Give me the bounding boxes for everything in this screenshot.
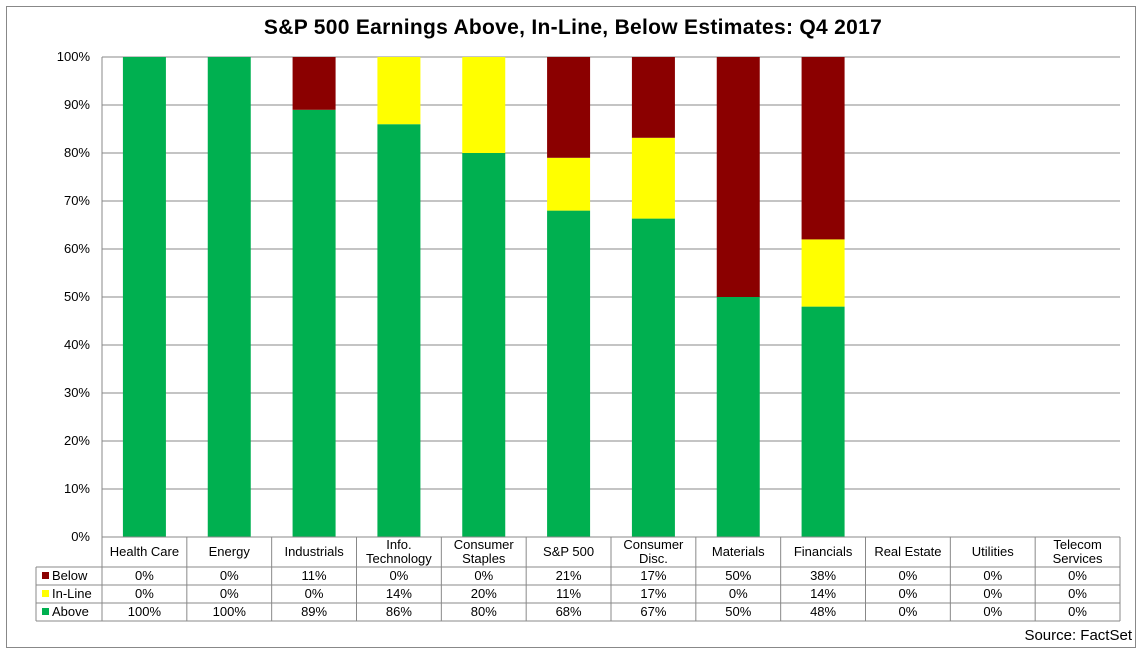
category-label: Financials bbox=[794, 544, 853, 559]
y-tick-label: 60% bbox=[64, 241, 90, 256]
bar-above-financials bbox=[801, 306, 845, 537]
bar-below-financials bbox=[801, 57, 845, 240]
data-label: 0% bbox=[899, 604, 918, 619]
data-label: 50% bbox=[725, 568, 751, 583]
bar-above-health-care bbox=[122, 57, 166, 537]
legend-key-above bbox=[42, 608, 49, 615]
data-label: 0% bbox=[220, 568, 239, 583]
data-label: 89% bbox=[301, 604, 327, 619]
category-label: Services bbox=[1053, 551, 1103, 566]
legend-key-below bbox=[42, 572, 49, 579]
category-label: Telecom bbox=[1053, 537, 1101, 552]
data-label: 38% bbox=[810, 568, 836, 583]
data-label: 0% bbox=[305, 586, 324, 601]
legend-label-above: Above bbox=[52, 604, 89, 619]
data-label: 68% bbox=[556, 604, 582, 619]
data-label: 0% bbox=[474, 568, 493, 583]
data-label: 0% bbox=[220, 586, 239, 601]
y-tick-label: 20% bbox=[64, 433, 90, 448]
bar-in-line-s-p-500 bbox=[547, 157, 591, 211]
y-tick-label: 90% bbox=[64, 97, 90, 112]
category-label: Utilities bbox=[972, 544, 1014, 559]
bar-in-line-consumer-staples bbox=[462, 57, 506, 153]
bar-above-info-technology bbox=[377, 124, 421, 537]
category-label: Real Estate bbox=[874, 544, 941, 559]
bar-below-s-p-500 bbox=[547, 57, 591, 158]
category-label: Info. bbox=[386, 537, 411, 552]
data-label: 0% bbox=[390, 568, 409, 583]
data-label: 67% bbox=[640, 604, 666, 619]
data-label: 50% bbox=[725, 604, 751, 619]
data-label: 0% bbox=[729, 586, 748, 601]
data-label: 100% bbox=[213, 604, 247, 619]
category-label: Disc. bbox=[639, 551, 668, 566]
category-label: Technology bbox=[366, 551, 432, 566]
y-tick-label: 30% bbox=[64, 385, 90, 400]
bar-above-industrials bbox=[292, 109, 336, 538]
category-label: Staples bbox=[462, 551, 506, 566]
data-label: 0% bbox=[135, 568, 154, 583]
source-note: Source: FactSet bbox=[1024, 627, 1132, 644]
legend-label-below: Below bbox=[52, 568, 88, 583]
bar-in-line-consumer-disc bbox=[631, 137, 675, 219]
data-label: 48% bbox=[810, 604, 836, 619]
bar-below-industrials bbox=[292, 57, 336, 110]
data-label: 0% bbox=[135, 586, 154, 601]
data-label: 100% bbox=[128, 604, 162, 619]
bar-above-consumer-disc bbox=[631, 218, 675, 537]
data-label: 0% bbox=[983, 586, 1002, 601]
data-label: 11% bbox=[556, 586, 581, 601]
data-label: 0% bbox=[1068, 604, 1087, 619]
data-label: 80% bbox=[471, 604, 497, 619]
y-tick-label: 100% bbox=[57, 49, 91, 64]
bar-below-materials bbox=[716, 57, 760, 297]
category-label: Materials bbox=[712, 544, 765, 559]
data-label: 0% bbox=[899, 568, 918, 583]
y-tick-label: 80% bbox=[64, 145, 90, 160]
data-label: 21% bbox=[556, 568, 582, 583]
y-tick-label: 0% bbox=[71, 529, 90, 544]
bar-above-energy bbox=[207, 57, 251, 537]
data-label: 17% bbox=[640, 568, 666, 583]
bar-in-line-financials bbox=[801, 239, 845, 307]
y-tick-label: 10% bbox=[64, 481, 90, 496]
y-tick-label: 70% bbox=[64, 193, 90, 208]
data-label: 0% bbox=[1068, 586, 1087, 601]
data-label: 0% bbox=[1068, 568, 1087, 583]
bar-above-s-p-500 bbox=[547, 210, 591, 537]
data-label: 14% bbox=[810, 586, 836, 601]
category-label: Energy bbox=[209, 544, 251, 559]
bar-in-line-info-technology bbox=[377, 57, 421, 125]
category-label: Health Care bbox=[110, 544, 179, 559]
data-label: 20% bbox=[471, 586, 497, 601]
data-label: 0% bbox=[983, 604, 1002, 619]
legend-key-in-line bbox=[42, 590, 49, 597]
chart-frame bbox=[6, 6, 1136, 648]
y-tick-label: 40% bbox=[64, 337, 90, 352]
category-label: Consumer bbox=[454, 537, 515, 552]
data-label: 14% bbox=[386, 586, 412, 601]
y-tick-label: 50% bbox=[64, 289, 90, 304]
data-label: 17% bbox=[640, 586, 666, 601]
data-label: 86% bbox=[386, 604, 412, 619]
bar-below-consumer-disc bbox=[631, 57, 675, 138]
chart-title: S&P 500 Earnings Above, In-Line, Below E… bbox=[263, 16, 883, 39]
category-label: Industrials bbox=[284, 544, 344, 559]
bar-above-consumer-staples bbox=[462, 153, 506, 537]
data-label: 0% bbox=[983, 568, 1002, 583]
category-label: Consumer bbox=[623, 537, 684, 552]
data-label: 0% bbox=[899, 586, 918, 601]
data-label: 11% bbox=[302, 568, 327, 583]
legend-label-in-line: In-Line bbox=[52, 586, 92, 601]
bar-above-materials bbox=[716, 297, 760, 537]
category-label: S&P 500 bbox=[543, 544, 594, 559]
